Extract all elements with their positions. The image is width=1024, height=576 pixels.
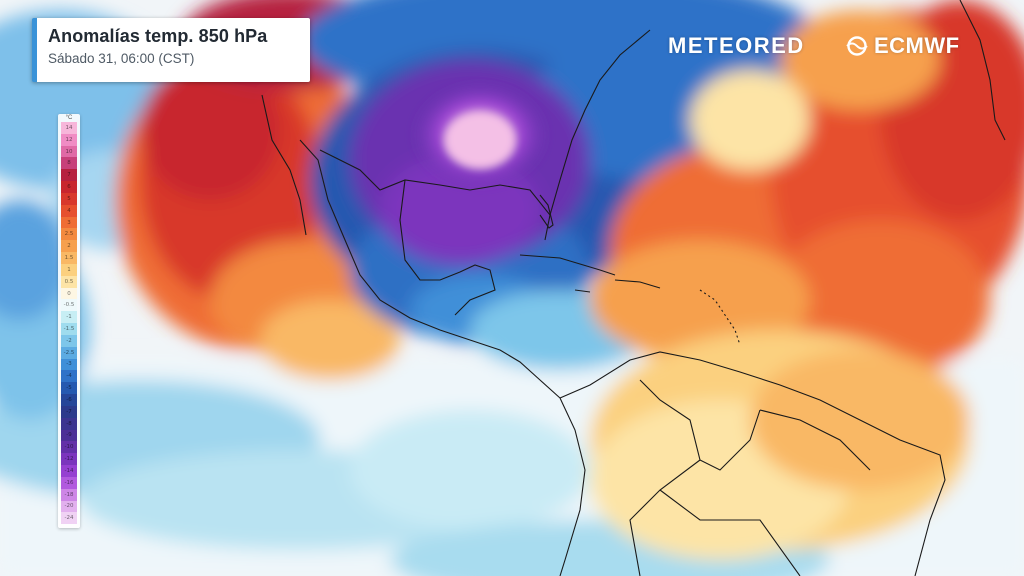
legend-swatch: -2 xyxy=(61,334,77,347)
map-title: Anomalías temp. 850 hPa xyxy=(48,26,268,46)
legend-swatch: 8 xyxy=(61,157,77,170)
legend-swatch: -18 xyxy=(61,488,77,501)
legend-unit: °C xyxy=(65,115,73,121)
map-subtitle: Sábado 31, 06:00 (CST) xyxy=(48,51,195,66)
coastlines xyxy=(261,0,1006,576)
legend-swatch: 1 xyxy=(61,263,77,276)
legend-swatch: -2.5 xyxy=(61,346,77,359)
legend-swatch: 0 xyxy=(61,287,77,300)
legend-swatch: 2.5 xyxy=(61,228,77,241)
ecmwf-logo-text: ECMWF xyxy=(874,33,960,58)
legend-swatch: 5 xyxy=(61,192,77,205)
legend-swatch: -8 xyxy=(61,417,77,430)
color-legend: °C 14 12 10 8 7 6 5 4 3 2.5 2 1.5 1 0.5 0 -0.5 -1 -1.5 -2-… xyxy=(58,114,80,528)
cold-core xyxy=(410,80,550,190)
legend-swatch: -9 xyxy=(61,429,77,442)
ecmwf-logo: ECMWF xyxy=(844,33,960,58)
legend-swatch: 7 xyxy=(61,169,77,182)
legend-swatch: -3 xyxy=(61,358,77,371)
ecmwf-mark-icon xyxy=(846,36,868,56)
legend-swatch: 2 xyxy=(61,240,77,253)
legend-swatch: 6 xyxy=(61,181,77,193)
legend-swatch: 4 xyxy=(61,204,77,217)
legend-swatch: -1 xyxy=(61,311,77,324)
legend-bar: 14 12 10 8 7 6 5 4 3 2.5 2 1.5 1 0.5 0 -0.5 -1 -1.5 -2 -2.5… xyxy=(61,122,77,525)
legend-swatch: -20 xyxy=(61,500,77,513)
title-card: Anomalías temp. 850 hPa Sábado 31, 06:00… xyxy=(32,18,310,82)
legend-swatch: -1.5 xyxy=(61,323,77,335)
legend-swatch: -6 xyxy=(61,394,77,406)
legend-swatch: 1.5 xyxy=(61,252,77,264)
legend-swatch: -0.5 xyxy=(61,299,77,312)
legend-swatch: 14 xyxy=(61,122,77,134)
meteored-logo-text: METEORED xyxy=(668,33,805,58)
legend-swatch: 12 xyxy=(61,133,77,146)
legend-swatch: -14 xyxy=(61,465,77,477)
legend-swatch: -5 xyxy=(61,382,77,395)
legend-swatch: 10 xyxy=(61,145,77,158)
legend-swatch: -10 xyxy=(61,441,77,454)
legend-swatch: -12 xyxy=(61,453,77,466)
legend-swatch: -24 xyxy=(61,512,77,525)
meteored-logo: METEORED xyxy=(668,33,805,58)
legend-swatch: 3 xyxy=(61,216,77,229)
legend-swatch: -16 xyxy=(61,476,77,489)
legend-swatch: 0.5 xyxy=(61,275,77,288)
legend-swatch: -7 xyxy=(61,405,77,418)
legend-swatch: -4 xyxy=(61,370,77,383)
